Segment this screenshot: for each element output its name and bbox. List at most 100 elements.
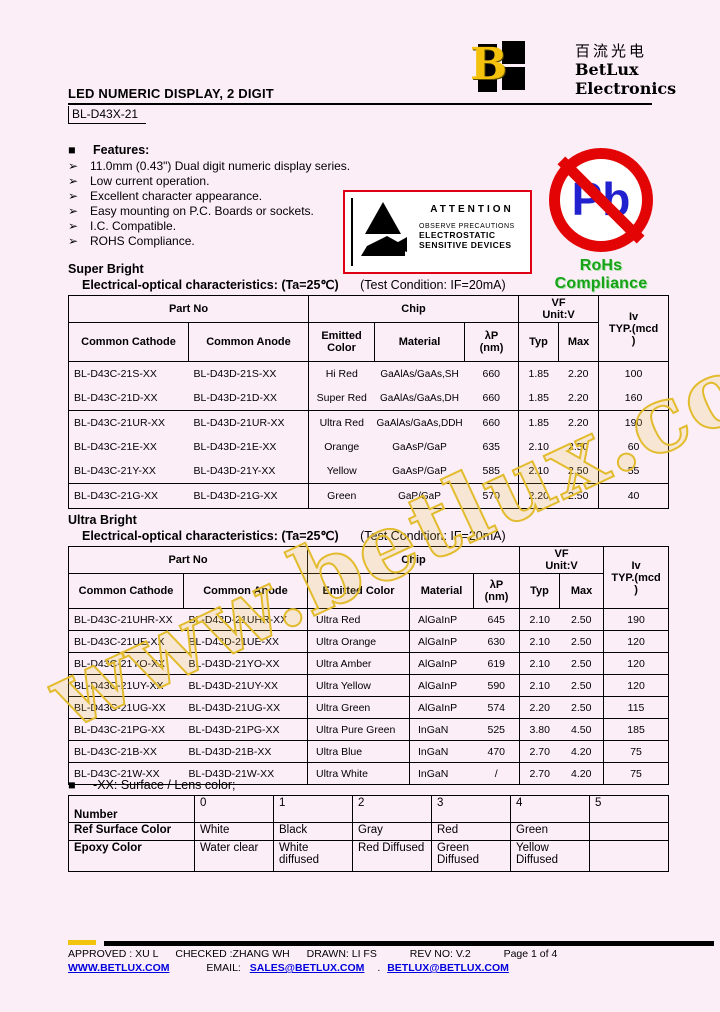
table-cell: BL-D43D-21S-XX (193, 368, 277, 380)
table-row: BL-D43C-21G-XX BL-D43D-21G-XX Green GaP/GaP… (68, 483, 669, 509)
table-cell: 2.10 (519, 652, 560, 675)
table-cell: BL-D43D-21YO-XX (183, 652, 308, 675)
section-subtitle: Electrical-optical characteristics: (Ta=… (82, 528, 669, 543)
lens-note: ■ -XX: Surface / Lens color; (68, 778, 669, 792)
table-cell: 75 (603, 740, 669, 763)
table-cell: 590 (473, 674, 520, 697)
table-cell: BL-D43C-21UE-XX (68, 630, 184, 653)
section-heading: Super Bright (68, 262, 144, 276)
table-cell: 630 (473, 630, 520, 653)
table-cell: Green (308, 483, 375, 509)
table-cell: 4.50 (559, 718, 604, 741)
arrow-bullet-icon: ➢ (68, 204, 79, 218)
table-cell: Ultra Red (308, 410, 375, 435)
table-cell: 2.50 (558, 459, 599, 484)
arrow-bullet-icon: ➢ (68, 234, 79, 248)
super-bright-table: Part No Chip VF Unit:V Iv TYP.(mcd ) Com… (68, 295, 670, 509)
esd-line: SENSITIVE DEVICES (419, 240, 512, 250)
table-cell: BL-D43C-21UR-XX (74, 417, 166, 429)
section-subtitle: Electrical-optical characteristics: (Ta=… (82, 277, 669, 292)
table-cell: 574 (473, 696, 520, 719)
column-group-chip: Chip (307, 295, 520, 323)
table-cell: 570 (464, 483, 519, 509)
table-cell: BL-D43C-21UY-XX (68, 674, 184, 697)
table-row: BL-D43C-21E-XX BL-D43D-21E-XX Orange GaAsP/… (69, 435, 669, 459)
row-label: Epoxy Color (68, 840, 195, 872)
feature-text: I.C. Compatible. (90, 219, 177, 233)
subtitle-conditions: Electrical-optical characteristics: (Ta=… (82, 278, 339, 292)
table-cell: GaAlAs/GaAs,SH (380, 368, 459, 380)
website-link[interactable]: WWW.BETLUX.COM (68, 962, 170, 974)
table-cell: 660 (482, 417, 501, 429)
feature-item: ➢ ROHS Compliance. (68, 234, 368, 249)
table-cell: 1.85 (518, 386, 559, 411)
arrow-bullet-icon: ➢ (68, 189, 79, 203)
table-cell: GaAlAs/GaAs,DDH (376, 417, 463, 429)
table-cell: InGaN (409, 740, 474, 763)
lens-number: 1 (273, 795, 353, 823)
table-row: BL-D43C-21PG-XX BL-D43D-21PG-XX Ultra Pure… (68, 718, 669, 741)
table-cell: BL-D43C-21UG-XX (68, 696, 184, 719)
table-cell: 4.20 (559, 740, 604, 763)
table-cell: BL-D43C-21B-XX (68, 740, 184, 763)
table-cell: 2.20 (558, 386, 599, 411)
feature-item: ➢ Low current operation. (68, 174, 368, 189)
table-cell: 160 (598, 386, 669, 411)
feature-text: Easy mounting on P.C. Boards or sockets. (90, 204, 314, 218)
table-cell: Ultra Amber (307, 652, 410, 675)
table-cell: 2.20 (518, 483, 559, 509)
table-cell: 75 (603, 762, 669, 785)
table-cell: BL-D43D-21UG-XX (183, 696, 308, 719)
table-cell: 2.10 (518, 435, 559, 459)
table-cell: 185 (603, 718, 669, 741)
table-cell: 2.10 (519, 674, 560, 697)
arrow-bullet-icon: ➢ (68, 174, 79, 188)
table-cell: 2.50 (559, 652, 604, 675)
sales-email-link[interactable]: SALES@BETLUX.COM (249, 962, 365, 974)
feature-text: Low current operation. (90, 174, 210, 188)
lens-note-text: -XX: Surface / Lens color; (93, 778, 236, 792)
table-cell: 120 (603, 652, 669, 675)
column-header-typ: Typ (519, 573, 561, 609)
lens-color-section: ■ -XX: Surface / Lens color; Number 0 1 … (68, 778, 669, 872)
table-cell: 525 (473, 718, 520, 741)
table-row: Epoxy Color Water clear White diffused Red … (68, 840, 669, 872)
feature-text: Excellent character appearance. (90, 189, 263, 203)
column-group-vf: VF Unit:V (518, 295, 600, 323)
table-cell: Red (431, 822, 511, 841)
table-cell: 3.80 (519, 718, 560, 741)
table-cell: 2.70 (519, 740, 560, 763)
ultra-bright-table: Part No Chip VF Unit:V Iv TYP.(mcd ) Com… (68, 546, 670, 785)
column-group-iv: Iv TYP.(mcd ) (603, 546, 670, 609)
table-cell: 4.20 (559, 762, 604, 785)
square-bullet-icon: ■ (68, 778, 76, 792)
table-cell: 660 (482, 368, 501, 380)
company-logo: B 百流光电 BetLux Electronics (470, 38, 700, 99)
table-cell: GaAlAs/GaAs,DH (374, 386, 465, 411)
table-row: BL-D43C-21Y-XX BL-D43D-21Y-XX Yellow GaAsP/… (68, 459, 669, 484)
footer-checked: CHECKED :ZHANG WH (175, 948, 290, 960)
table-cell: 585 (464, 459, 519, 484)
ultra-bright-section: Ultra Bright Electrical-optical characte… (68, 513, 670, 785)
table-cell: BL-D43D-21D-XX (188, 386, 309, 411)
logo-square-icon (502, 41, 525, 64)
info-email-link[interactable]: BETLUX@BETLUX.COM (387, 962, 509, 974)
esd-text: ATTENTION OBSERVE PRECAUTIONS ELECTROSTA… (419, 204, 525, 250)
features-heading-label: Features: (93, 143, 150, 157)
table-row: BL-D43C-21UHR-XX BL-D43D-21UHR-XX Ultra Re… (68, 608, 669, 631)
table-cell: BL-D43C-21E-XX (74, 441, 157, 453)
esd-icon (361, 202, 407, 256)
footer-page-number: Page 1 of 4 (503, 948, 558, 960)
table-row: BL-D43C-21UR-XX BL-D43D-21UR-XX Ultra Red G… (69, 410, 669, 435)
table-cell: AlGaInP (409, 652, 474, 675)
table-cell: BL-D43C-21W-XX (68, 762, 184, 785)
table-cell: White diffused (273, 840, 353, 872)
table-cell: BL-D43D-21UR-XX (193, 417, 285, 429)
table-cell: 635 (482, 441, 501, 453)
esd-line: OBSERVE PRECAUTIONS (419, 223, 515, 230)
table-cell: 470 (473, 740, 520, 763)
table-cell: Ultra Pure Green (307, 718, 410, 741)
table-cell: Green Diffused (431, 840, 511, 872)
column-group-vf: VF Unit:V (519, 546, 605, 574)
lens-color-table: Number 0 1 2 3 4 5 Ref Surface Color Whit… (68, 795, 669, 872)
